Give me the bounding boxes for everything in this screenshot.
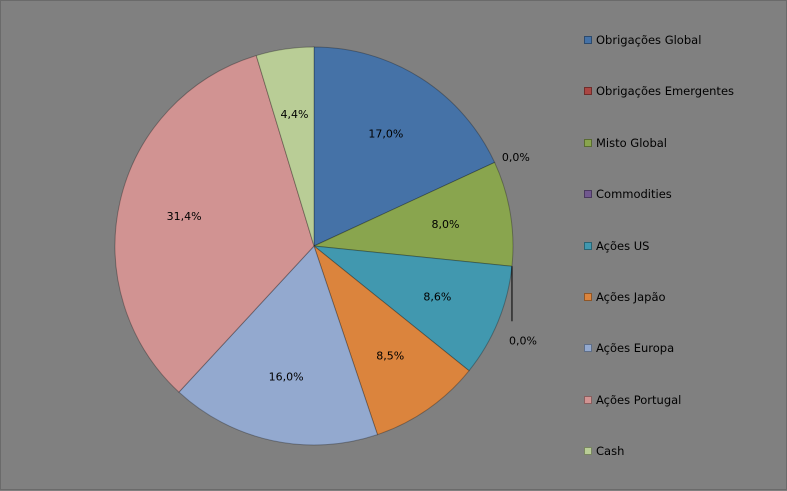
legend-label-acoes-japao: Ações Japão <box>596 290 666 304</box>
legend-swatch-commodities <box>584 190 592 199</box>
data-label-misto-global: 8,0% <box>432 218 460 231</box>
legend-label-misto-global: Misto Global <box>596 135 667 150</box>
legend-item-acoes-us[interactable]: Ações US <box>584 237 649 255</box>
legend-swatch-acoes-portugal <box>584 395 592 404</box>
legend-swatch-acoes-japao <box>584 293 592 301</box>
pie-slice-acoes-us[interactable] <box>312 245 513 372</box>
data-label-commodities: 0,0% <box>509 334 537 347</box>
pie-slice-acoes-europa[interactable] <box>178 245 379 446</box>
data-label-acoes-japao: 8,5% <box>376 349 404 362</box>
legend-swatch-acoes-us <box>584 241 592 250</box>
legend-label-obrigacoes-global: Obrigações Global <box>596 33 702 47</box>
legend-label-acoes-us: Ações US <box>596 238 650 253</box>
pie-slice-cash[interactable] <box>255 46 315 247</box>
data-label-acoes-portugal: 31,4% <box>167 210 202 223</box>
legend-swatch-obrigacoes-global <box>584 36 592 44</box>
legend-swatch-obrigacoes-emergentes <box>584 87 592 96</box>
pie-slice-misto-global[interactable] <box>312 161 514 267</box>
legend-item-acoes-europa[interactable]: Ações Europa <box>584 339 674 357</box>
legend-item-cash[interactable]: Cash <box>584 442 624 460</box>
legend-label-acoes-europa: Ações Europa <box>596 341 675 356</box>
data-label-acoes-us: 8,6% <box>423 291 451 304</box>
data-label-acoes-europa: 16,0% <box>269 370 304 383</box>
legend-item-obrigacoes-emergentes[interactable]: Obrigações Emergentes <box>584 82 734 100</box>
legend-item-obrigacoes-global[interactable]: Obrigações Global <box>584 31 701 49</box>
legend-label-commodities: Commodities <box>596 187 672 202</box>
legend-item-commodities[interactable]: Commodities <box>584 185 672 203</box>
pie-slice-acoes-japao[interactable] <box>312 244 470 436</box>
legend-label-obrigacoes-emergentes: Obrigações Emergentes <box>596 84 735 99</box>
legend-label-acoes-portugal: Ações Portugal <box>596 392 682 407</box>
legend-label-cash: Cash <box>596 444 625 459</box>
data-label-obrigacoes-emergentes: 0,0% <box>502 151 530 164</box>
legend-swatch-acoes-europa <box>584 344 592 353</box>
legend-item-acoes-portugal[interactable]: Ações Portugal <box>584 391 681 409</box>
legend-swatch-misto-global <box>584 138 592 147</box>
data-label-cash: 4,4% <box>280 108 308 121</box>
legend-item-acoes-japao[interactable]: Ações Japão <box>584 288 666 306</box>
legend-swatch-cash <box>584 447 592 456</box>
pie-slice-obrigacoes-global[interactable] <box>313 46 496 247</box>
legend-item-misto-global[interactable]: Misto Global <box>584 134 667 152</box>
data-label-obrigacoes-global: 17,0% <box>368 128 403 141</box>
pie-slice-acoes-portugal[interactable] <box>114 54 315 393</box>
